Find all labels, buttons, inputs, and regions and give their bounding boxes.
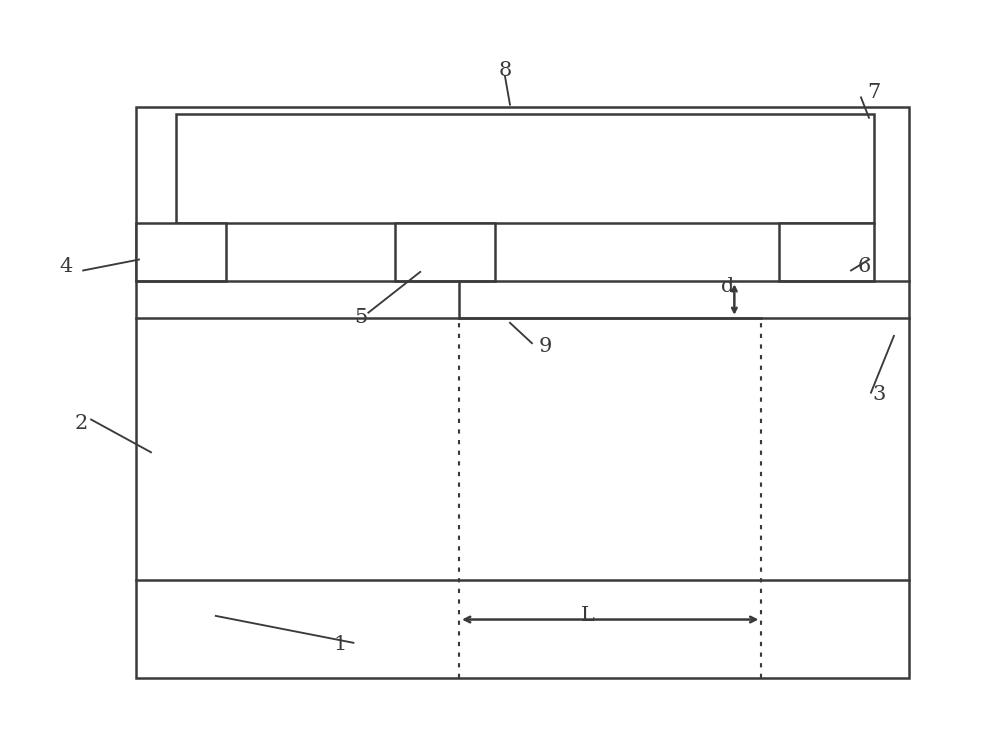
Bar	[395, 223, 495, 281]
Bar	[176, 114, 874, 223]
Text: 2: 2	[75, 414, 88, 433]
Bar	[779, 223, 874, 281]
Text: 6: 6	[857, 258, 871, 277]
Text: 3: 3	[872, 385, 886, 404]
Bar	[136, 223, 226, 281]
Text: 4: 4	[60, 258, 73, 277]
Text: 7: 7	[867, 82, 881, 101]
Text: L: L	[581, 607, 595, 626]
Text: d: d	[721, 277, 734, 296]
Bar	[136, 107, 909, 677]
Text: 9: 9	[538, 337, 552, 356]
Text: 5: 5	[354, 308, 367, 327]
Text: 8: 8	[498, 61, 512, 80]
Text: 1: 1	[334, 636, 347, 655]
